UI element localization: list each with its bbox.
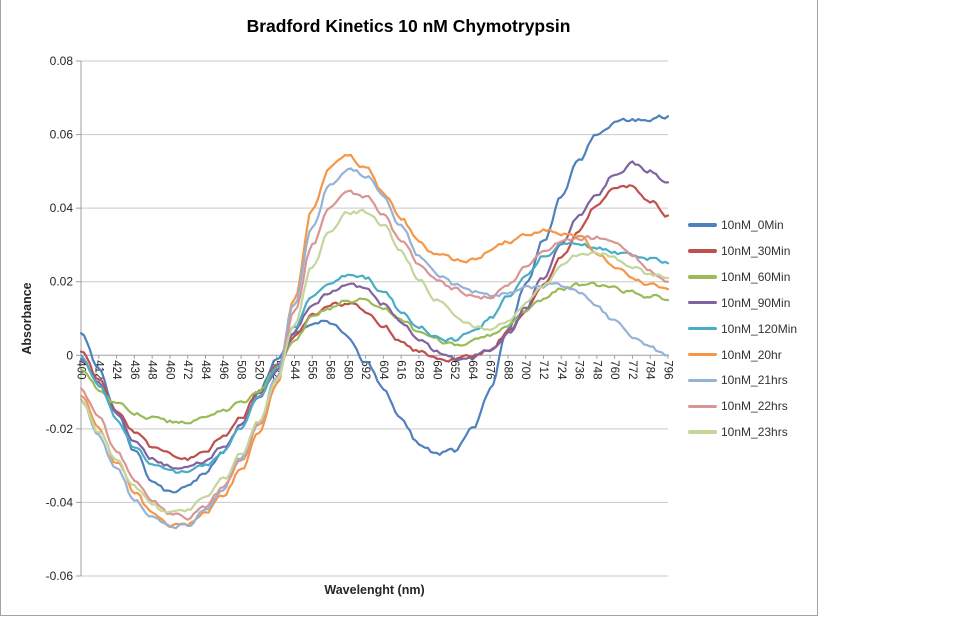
x-tick-label: 652	[448, 360, 460, 379]
y-tick-label: 0	[66, 348, 73, 362]
x-tick-label: 772	[626, 360, 638, 379]
chart-title[interactable]: Bradford Kinetics 10 nM Chymotrypsin	[246, 16, 571, 36]
legend-swatch	[688, 275, 717, 279]
y-axis-title[interactable]: Absorbance	[20, 282, 34, 354]
x-tick-label: 424	[110, 360, 122, 380]
legend-label: 10nM_120Min	[721, 321, 798, 336]
legend-item-10nM_0Min[interactable]: 10nM_0Min	[688, 218, 784, 232]
y-tick-label: 0.02	[50, 275, 74, 289]
legend-swatch	[688, 352, 717, 357]
legend-item-10nM_20hr[interactable]: 10nM_20hr	[688, 348, 782, 362]
legend-swatch	[688, 249, 717, 253]
series-line-10nM_21hrs[interactable]	[80, 167, 669, 530]
legend-label: 10nM_60Min	[721, 269, 791, 284]
x-tick-label: 580	[341, 360, 353, 379]
x-tick-label: 472	[181, 360, 193, 379]
x-tick-label: 496	[217, 360, 229, 379]
y-tick-label: 0.08	[50, 54, 74, 68]
legend-label: 10nM_21hrs	[721, 373, 788, 388]
x-tick-label: 628	[412, 360, 424, 379]
series-line-10nM_22hrs[interactable]	[80, 189, 669, 521]
x-tick-label: 688	[501, 360, 513, 379]
x-tick-label: 724	[555, 360, 567, 380]
x-tick-label: 700	[519, 360, 531, 379]
x-tick-label: 544	[288, 360, 300, 380]
x-tick-label: 508	[235, 360, 247, 379]
series-line-10nM_0Min[interactable]	[80, 114, 669, 494]
y-tick-label: 0.04	[50, 201, 74, 215]
x-tick-label: 568	[324, 360, 336, 379]
legend-label: 10nM_30Min	[721, 243, 791, 258]
legend-item-10nM_90Min[interactable]: 10nM_90Min	[688, 296, 790, 310]
x-tick-label: 520	[252, 360, 264, 379]
x-tick-label: 436	[128, 360, 140, 379]
x-tick-label: 664	[466, 360, 478, 380]
legend-swatch	[688, 300, 717, 305]
x-tick-label: 592	[359, 360, 371, 379]
x-tick-label: 604	[377, 360, 389, 380]
legend-label: 10nM_20hr	[721, 347, 782, 362]
x-tick-label: 748	[590, 360, 602, 379]
legend-item-10nM_60Min[interactable]: 10nM_60Min	[688, 270, 790, 284]
x-tick-label: 760	[608, 360, 620, 379]
legend-item-10nM_21hrs[interactable]: 10nM_21hrs	[688, 373, 788, 387]
legend-label: 10nM_90Min	[721, 295, 791, 310]
series-line-10nM_120Min[interactable]	[80, 241, 669, 474]
x-tick-label: 484	[199, 360, 211, 380]
series-line-10nM_23hrs[interactable]	[80, 208, 669, 514]
x-tick-label: 736	[573, 360, 585, 379]
x-axis-title[interactable]: Wavelenght (nm)	[324, 583, 425, 597]
y-tick-label: -0.06	[46, 569, 74, 583]
legend-swatch	[688, 404, 717, 409]
legend-label: 10nM_22hrs	[721, 399, 788, 414]
x-tick-label: 676	[484, 360, 496, 379]
x-tick-label: 556	[306, 360, 318, 379]
legend-swatch	[688, 378, 717, 383]
legend-item-10nM_120Min[interactable]: 10nM_120Min	[688, 322, 797, 336]
legend-label: 10nM_23hrs	[721, 425, 788, 440]
legend-swatch	[688, 326, 717, 331]
x-tick-label: 640	[430, 360, 442, 379]
x-tick-label: 616	[395, 360, 407, 379]
y-tick-label: -0.04	[46, 495, 74, 509]
x-tick-label: 460	[163, 360, 175, 379]
x-tick-label: 448	[146, 360, 158, 379]
x-tick-label: 712	[537, 360, 549, 379]
legend-item-10nM_23hrs[interactable]: 10nM_23hrs	[688, 425, 788, 439]
legend-item-10nM_30Min[interactable]: 10nM_30Min	[688, 244, 790, 258]
y-tick-label: 0.06	[50, 128, 74, 142]
series-line-10nM_90Min[interactable]	[80, 160, 669, 470]
legend-swatch	[688, 430, 717, 434]
legend-swatch	[688, 223, 717, 227]
legend-item-10nM_22hrs[interactable]: 10nM_22hrs	[688, 399, 788, 413]
legend-label: 10nM_0Min	[721, 218, 784, 232]
x-tick-label: 796	[662, 360, 674, 379]
x-tick-label: 784	[644, 360, 656, 380]
y-tick-label: -0.02	[46, 422, 74, 436]
series-line-10nM_30Min[interactable]	[80, 184, 669, 462]
